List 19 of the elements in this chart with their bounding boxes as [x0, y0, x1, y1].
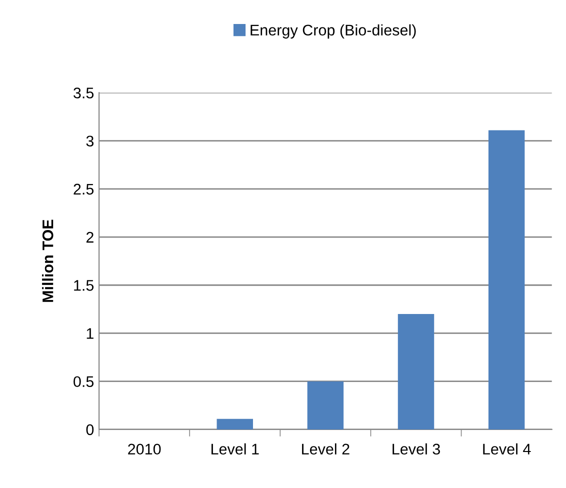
- y-axis-title: Million TOE: [42, 220, 54, 302]
- y-tick-label: 1.5: [74, 280, 94, 291]
- x-tick-label: 2010: [128, 444, 161, 455]
- y-tick-label: 3.5: [74, 88, 94, 98]
- bar: [398, 314, 434, 430]
- x-tick-label: Level 3: [392, 443, 440, 455]
- y-tick-label: 0: [86, 424, 94, 436]
- x-tick-label: Level 4: [483, 443, 531, 455]
- y-tick-label: 2.5: [74, 184, 94, 195]
- y-tick-label: 3: [86, 136, 94, 147]
- bar: [307, 381, 344, 430]
- bar: [216, 418, 253, 430]
- bar: [488, 130, 525, 430]
- y-tick-label: 1: [86, 328, 94, 339]
- x-tick-label: Level 1: [212, 443, 259, 455]
- y-tick-label: 2: [86, 232, 94, 243]
- legend-label: Energy Crop (Bio-diesel): [250, 24, 416, 39]
- y-tick-label: 0.5: [74, 376, 94, 388]
- x-tick-label: Level 2: [302, 443, 350, 455]
